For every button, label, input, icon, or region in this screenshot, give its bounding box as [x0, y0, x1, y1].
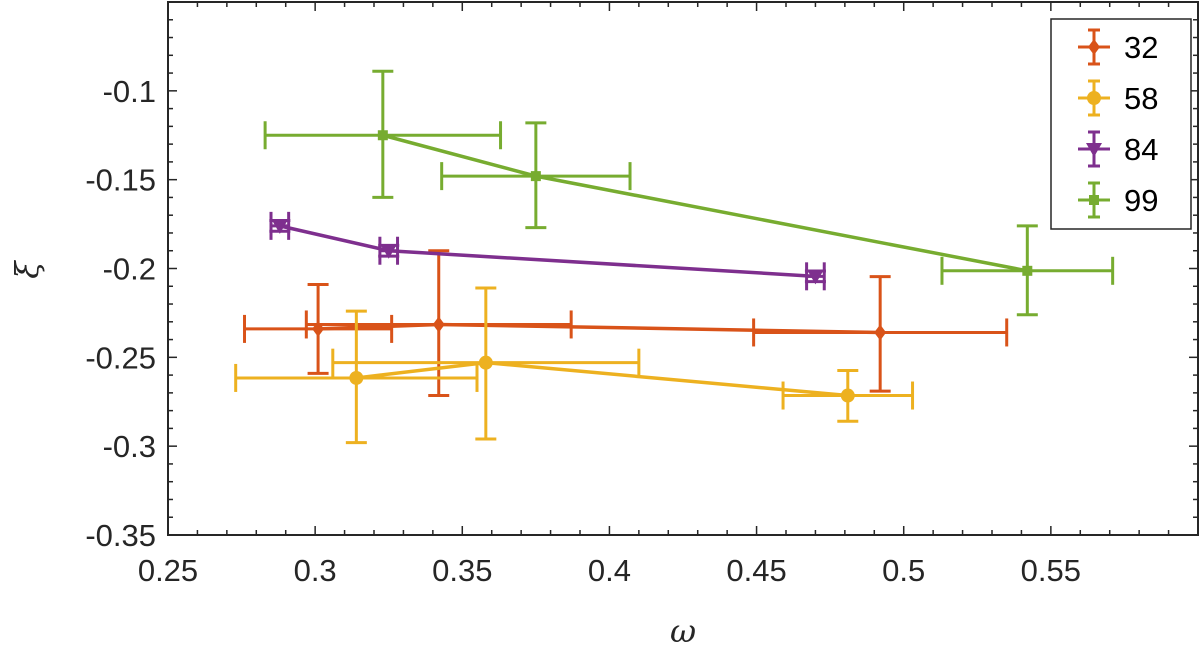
- legend-label: 32: [1124, 30, 1158, 65]
- legend-label: 58: [1124, 81, 1158, 116]
- x-tick-label: 0.4: [588, 553, 631, 588]
- legend-marker-icon: [1088, 39, 1100, 55]
- error-bar: [781, 368, 915, 423]
- series-line: [279, 224, 816, 279]
- legend-marker-icon: [1087, 91, 1101, 105]
- legend-item-99: 99: [1078, 181, 1158, 219]
- x-tick-labels: 0.25 0.3 0.35 0.4 0.45 0.5 0.55: [138, 553, 1081, 588]
- x-tick-label: 0.25: [138, 553, 198, 588]
- series-line: [382, 133, 1028, 273]
- data-point: [874, 324, 887, 341]
- legend-marker-icon: [1089, 195, 1099, 205]
- data-point: [840, 388, 855, 403]
- series-84: [269, 211, 826, 291]
- data-point: [432, 316, 445, 333]
- data-point: [380, 244, 397, 259]
- x-axis-label: ω: [670, 612, 696, 650]
- series-99: [263, 69, 1115, 317]
- legend-label: 99: [1124, 183, 1158, 218]
- data-point: [478, 355, 493, 370]
- legend-box: [1050, 18, 1192, 230]
- legend-item-32: 32: [1078, 28, 1158, 66]
- y-tick-labels: -0.1 -0.15 -0.2 -0.25 -0.3 -0.35: [85, 74, 156, 553]
- legend-marker-icon: [1086, 143, 1102, 157]
- series-layer: [234, 69, 1115, 445]
- y-tick-label: -0.3: [103, 429, 156, 464]
- data-point: [377, 130, 388, 141]
- x-tick-label: 0.45: [726, 553, 786, 588]
- x-tick-label: 0.35: [432, 553, 492, 588]
- data-point: [349, 370, 364, 385]
- y-tick-label: -0.35: [85, 518, 156, 553]
- legend-item-84: 84: [1078, 130, 1158, 168]
- legend-item-58: 58: [1078, 79, 1158, 117]
- data-point: [271, 219, 288, 234]
- data-point: [807, 270, 824, 285]
- y-tick-label: -0.25: [85, 340, 156, 375]
- data-point: [530, 171, 541, 182]
- data-point: [1022, 265, 1033, 276]
- y-tick-label: -0.2: [103, 252, 156, 287]
- x-tick-label: 0.5: [882, 553, 925, 588]
- x-tick-label: 0.55: [1021, 553, 1081, 588]
- x-tick-label: 0.3: [294, 553, 337, 588]
- y-axis-label: ξ: [8, 260, 46, 279]
- series-32: [243, 249, 1009, 398]
- y-tick-label: -0.1: [103, 74, 156, 109]
- series-58: [234, 286, 915, 445]
- plot-area-frame: [167, 1, 1199, 536]
- legend-label: 84: [1124, 132, 1158, 167]
- y-tick-label: -0.15: [85, 163, 156, 198]
- legend: 32 58 84 99: [1050, 18, 1192, 230]
